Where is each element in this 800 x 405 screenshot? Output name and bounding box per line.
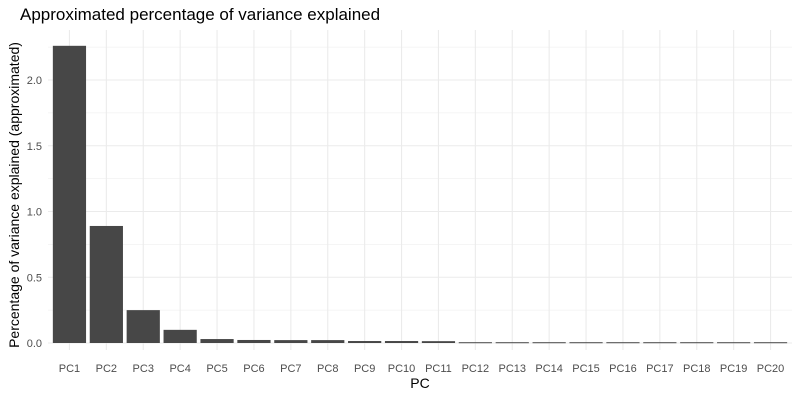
- bar-pc1: [52, 45, 87, 344]
- x-tick-label: PC2: [96, 363, 117, 375]
- x-tick-label: PC17: [646, 363, 674, 375]
- bar-pc10: [384, 341, 419, 343]
- bar-pc12: [458, 342, 492, 344]
- bar-pc14: [532, 342, 566, 344]
- y-tick-label: 2.0: [27, 75, 42, 87]
- bar-pc3: [126, 310, 160, 343]
- x-tick-label: PC13: [498, 363, 526, 375]
- bar-pc20: [753, 342, 788, 344]
- x-tick-label: PC5: [206, 363, 227, 375]
- bar-pc19: [717, 342, 751, 344]
- grid: [48, 30, 792, 350]
- x-tick-label: PC16: [609, 363, 637, 375]
- x-tick-label: PC8: [317, 363, 338, 375]
- x-tick-label: PC18: [683, 363, 711, 375]
- x-tick-label: PC19: [720, 363, 748, 375]
- bar-pc7: [274, 340, 308, 343]
- x-tick-labels: PC1 PC2 PC3 PC4 PC5 PC6 PC7 PC8 PC9 PC10 PC11 PC12 P…: [59, 363, 785, 375]
- chart-title: Approximated percentage of variance expl…: [20, 5, 380, 24]
- x-tick-label: PC3: [133, 363, 154, 375]
- bar-pc17: [643, 342, 677, 344]
- bar-pc18: [680, 342, 714, 344]
- bar-pc16: [606, 342, 640, 344]
- x-tick-label: PC7: [280, 363, 301, 375]
- x-tick-label: PC6: [243, 363, 264, 375]
- bar-pc11: [421, 341, 456, 343]
- x-tick-label: PC15: [572, 363, 600, 375]
- y-tick-label: 1.0: [27, 207, 42, 219]
- bar-pc2: [89, 225, 123, 343]
- bar-pc9: [348, 341, 382, 343]
- x-tick-label: PC1: [59, 363, 80, 375]
- bar-pc13: [495, 342, 529, 344]
- bars: [52, 45, 788, 344]
- x-tick-label: PC20: [757, 363, 785, 375]
- bar-pc8: [311, 340, 345, 343]
- x-tick-label: PC14: [535, 363, 563, 375]
- bar-pc5: [200, 339, 234, 343]
- x-tick-label: PC4: [169, 363, 190, 375]
- bar-pc4: [163, 329, 197, 343]
- y-axis-label: Percentage of variance explained (approx…: [6, 42, 22, 348]
- x-tick-label: PC12: [462, 363, 490, 375]
- bar-pc15: [569, 342, 603, 344]
- x-tick-label: PC11: [425, 363, 452, 375]
- x-axis-label: PC: [410, 375, 429, 391]
- y-tick-labels: 0.0 0.5 1.0 1.5 2.0: [27, 75, 42, 350]
- y-tick-label: 0.0: [27, 338, 42, 350]
- x-tick-label: PC9: [354, 363, 375, 375]
- y-tick-label: 1.5: [27, 141, 42, 153]
- x-tick-label: PC10: [388, 363, 416, 375]
- y-tick-label: 0.5: [27, 272, 42, 284]
- bar-pc6: [237, 339, 271, 343]
